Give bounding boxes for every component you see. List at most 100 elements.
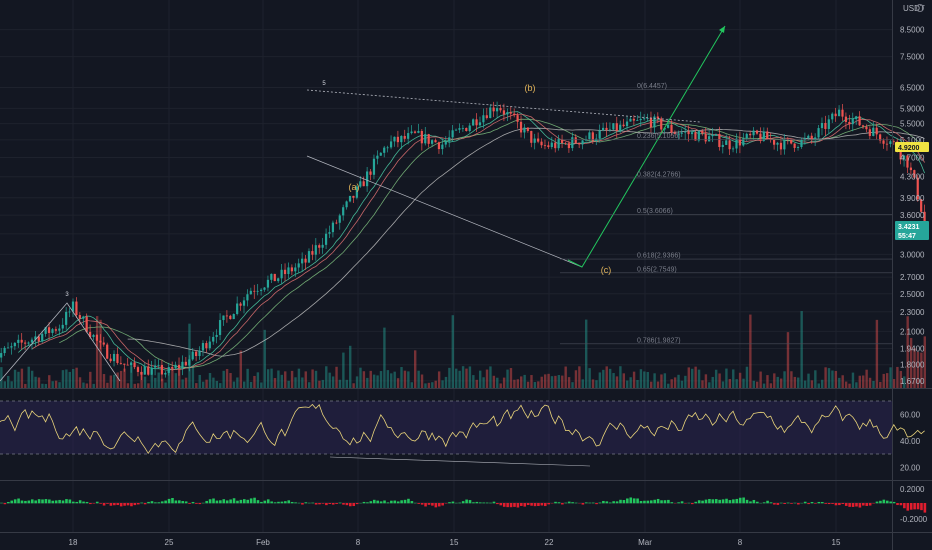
candle	[879, 133, 882, 144]
settings-gear-icon[interactable]	[916, 4, 924, 12]
candle-body	[10, 346, 13, 348]
momentum-bar	[383, 500, 386, 504]
volume-bar	[431, 382, 434, 388]
candle	[270, 273, 273, 283]
candle	[796, 145, 800, 151]
upper-trendline[interactable]	[306, 89, 701, 123]
chart-drawings[interactable]	[0, 25, 726, 382]
candle	[6, 342, 10, 349]
candle-body	[485, 115, 488, 119]
momentum-bar	[198, 503, 202, 505]
candle-body	[472, 119, 475, 126]
momentum-bar	[892, 501, 896, 504]
volume-bar	[318, 380, 321, 388]
volume-bar	[694, 366, 697, 388]
candle	[824, 115, 827, 137]
momentum-bar	[195, 503, 198, 504]
candle	[834, 107, 837, 122]
candle	[246, 289, 249, 307]
momentum-bar	[136, 503, 140, 505]
candle	[379, 152, 382, 157]
candle	[130, 360, 133, 373]
candle-body	[314, 245, 317, 255]
candle-body	[643, 118, 646, 120]
candle	[301, 252, 304, 271]
candle-body	[437, 142, 441, 150]
momentum-bar	[721, 499, 725, 504]
volume-bar	[711, 376, 714, 388]
volume-bar	[704, 374, 708, 388]
volume-bar	[232, 381, 236, 388]
candle	[61, 318, 64, 333]
volume-bar	[219, 383, 222, 388]
price-tick-label: 1.8000	[900, 361, 925, 370]
candle-body	[902, 155, 906, 160]
forecast-arrow[interactable]	[567, 25, 726, 268]
candle	[530, 130, 533, 148]
candle	[338, 213, 341, 230]
fib-level-label: 0.236(5.1056)	[637, 133, 681, 140]
candle	[666, 118, 670, 129]
candle	[564, 141, 567, 145]
candle-body	[359, 181, 362, 187]
candle-body	[372, 158, 376, 175]
time-tick-label: Feb	[256, 538, 270, 547]
svg-text:55:47: 55:47	[898, 233, 916, 240]
volume-bar	[396, 378, 400, 388]
candle-body	[212, 336, 215, 342]
volume-bars	[0, 311, 926, 388]
candle-body	[837, 109, 841, 117]
volume-bar	[342, 352, 345, 388]
volume-bar	[605, 366, 608, 388]
momentum-bar	[325, 503, 328, 506]
volume-bar	[420, 374, 424, 388]
time-axis[interactable]: 18 25 Feb 8 15 22 Mar 8 15	[69, 538, 841, 547]
volume-bar	[321, 379, 325, 388]
volume-bar	[366, 377, 369, 388]
momentum-bar	[78, 500, 82, 504]
candle-body	[632, 118, 635, 121]
momentum-bar	[663, 500, 667, 504]
momentum-bar	[116, 503, 120, 506]
price-tick-label: 2.5000	[900, 290, 925, 299]
momentum-bar	[266, 499, 270, 504]
candle-body	[588, 132, 591, 140]
candle	[448, 130, 451, 148]
price-tick-label: 6.5000	[900, 84, 925, 93]
wave-three-path[interactable]	[0, 302, 121, 382]
momentum-bar	[273, 502, 277, 504]
candle-body	[513, 113, 516, 116]
momentum-bar	[732, 499, 735, 504]
candle	[848, 114, 851, 130]
momentum-bar	[284, 501, 287, 504]
candle	[690, 129, 694, 139]
candle-body	[506, 112, 509, 115]
volume-bar	[554, 375, 557, 388]
momentum-bar	[530, 503, 533, 506]
candle	[434, 138, 437, 143]
momentum-bar	[109, 503, 113, 506]
volume-bar	[578, 366, 581, 388]
candle	[126, 357, 129, 366]
volume-bar	[708, 382, 711, 388]
price-axis[interactable]: 8.5000 7.5000 6.5000 5.9000 5.5000 5.1000 4.70…	[900, 26, 925, 386]
candle	[102, 336, 105, 347]
momentum-bar	[222, 499, 226, 504]
lower-trendline[interactable]	[306, 155, 583, 268]
momentum-bar	[147, 501, 150, 504]
candle-body	[198, 350, 201, 357]
candle-body	[136, 367, 140, 372]
volume-bar	[376, 375, 379, 388]
momentum-bar	[834, 503, 838, 506]
candle	[420, 129, 423, 151]
momentum-bar	[178, 500, 181, 504]
volume-bar	[509, 368, 513, 388]
momentum-bar	[653, 499, 656, 504]
momentum-bar	[844, 503, 848, 506]
candle-body	[718, 134, 721, 148]
volume-bar	[126, 383, 130, 388]
candle-body	[280, 269, 283, 279]
candle	[451, 124, 454, 142]
